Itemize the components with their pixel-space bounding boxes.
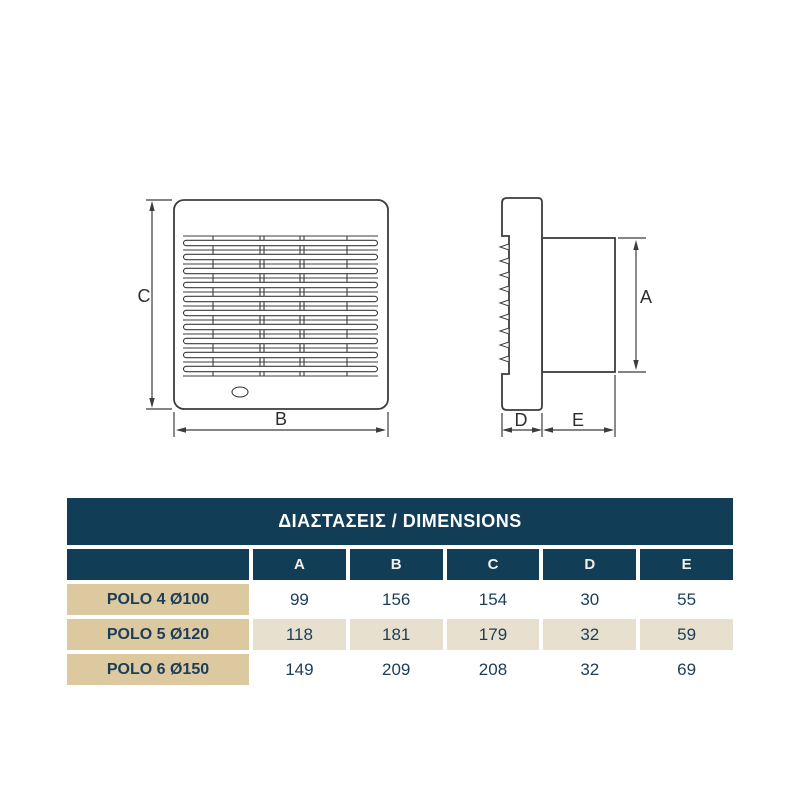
louver-teeth: [498, 243, 510, 363]
row-label: POLO 6 Ø150: [67, 654, 249, 685]
grille-slots: [182, 239, 379, 373]
dim-value: 209: [349, 654, 443, 685]
dim-label-d: D: [515, 410, 528, 430]
col-header-b: B: [349, 549, 443, 580]
dimension-e: E: [543, 375, 616, 437]
dimension-c: C: [138, 199, 172, 410]
dim-value: 154: [446, 584, 540, 615]
dimension-a: A: [618, 237, 652, 373]
col-header-a: A: [253, 549, 346, 580]
front-panel: [173, 199, 389, 410]
col-header-d: D: [543, 549, 637, 580]
duct-body: [541, 237, 616, 373]
indicator-oval: [231, 386, 249, 398]
dim-value: 32: [543, 619, 637, 650]
dim-value: 149: [253, 654, 346, 685]
dim-value: 156: [349, 584, 443, 615]
dim-label-b: B: [275, 409, 287, 429]
fan-dimension-diagram: C B A: [138, 197, 652, 437]
row-label: POLO 5 Ø120: [67, 619, 249, 650]
side-view: [498, 197, 616, 411]
dim-value: 118: [253, 619, 346, 650]
dim-value: 179: [446, 619, 540, 650]
dim-value: 208: [446, 654, 540, 685]
grille-lines: [183, 235, 378, 377]
side-panel-profile: [501, 197, 543, 411]
dimensions-table: ΔΙΑΣΤΑΣΕΙΣ / DIMENSIONS A B C D E POLO 4…: [67, 498, 733, 685]
col-header-c: C: [446, 549, 540, 580]
corner-header-cell: [67, 549, 249, 580]
dim-label-e: E: [572, 410, 584, 430]
dimension-drawing-svg: C B A: [138, 197, 652, 437]
dim-label-a: A: [640, 287, 652, 307]
dimension-b: B: [173, 409, 389, 437]
dim-value: 59: [640, 619, 733, 650]
dim-label-c: C: [138, 286, 151, 306]
col-header-e: E: [640, 549, 733, 580]
front-view: [173, 199, 389, 410]
dim-value: 69: [640, 654, 733, 685]
dim-value: 181: [349, 619, 443, 650]
dim-value: 99: [253, 584, 346, 615]
dim-value: 55: [640, 584, 733, 615]
dim-value: 32: [543, 654, 637, 685]
dimension-d: D: [501, 410, 543, 437]
table-title: ΔΙΑΣΤΑΣΕΙΣ / DIMENSIONS: [67, 498, 733, 545]
dim-value: 30: [543, 584, 637, 615]
row-label: POLO 4 Ø100: [67, 584, 249, 615]
